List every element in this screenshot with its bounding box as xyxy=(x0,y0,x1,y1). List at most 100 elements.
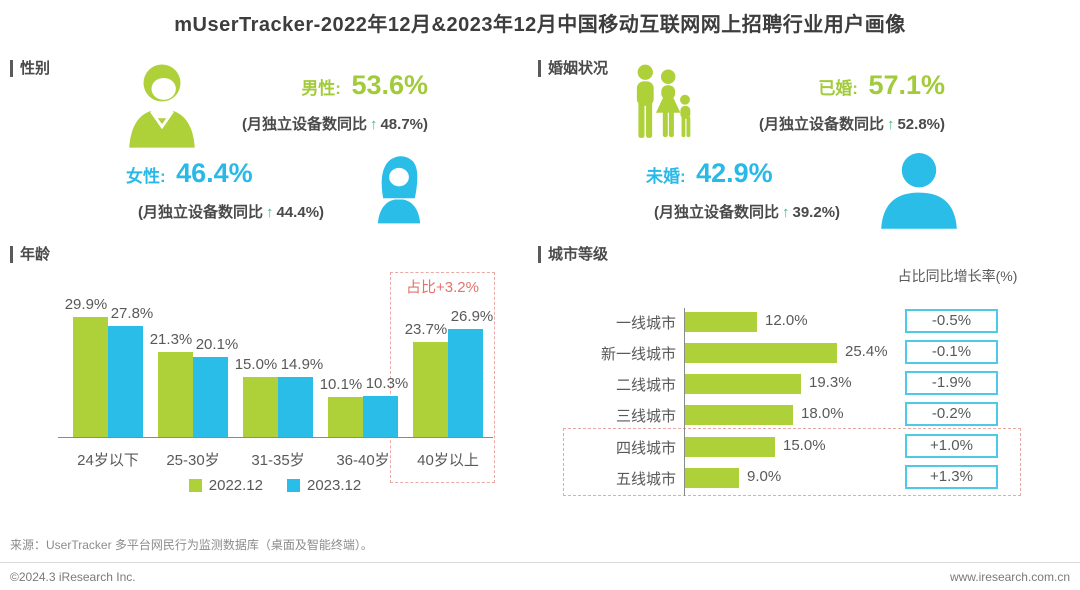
city-bar-value: 12.0% xyxy=(765,312,808,329)
section-heading-age-label: 年龄 xyxy=(20,246,51,263)
unmarried-stat-line: 未婚: 42.9% xyxy=(646,158,916,193)
legend-item: 2023.12 xyxy=(287,477,361,494)
city-growth-header: 占比同比增长率(%) xyxy=(897,268,1018,284)
city-bar-value: 15.0% xyxy=(783,437,826,454)
female-stat: 女性: 46.4% (月独立设备数同比 ↑ 44.4%) xyxy=(126,158,396,222)
age-category-label: 24岁以下 xyxy=(77,452,139,469)
unmarried-growth: 39.2%) xyxy=(792,204,841,221)
age-bar-2022 xyxy=(158,352,193,437)
legend-swatch xyxy=(188,479,202,492)
age-legend: 2022.12 2023.12 xyxy=(60,477,490,494)
female-icon xyxy=(377,156,421,224)
age-bar-2022 xyxy=(73,317,108,437)
footer-divider xyxy=(0,562,1080,563)
city-bar-value: 18.0% xyxy=(801,405,844,422)
age-category-label: 36-40岁 xyxy=(336,452,390,469)
section-heading-marital-label: 婚姻状况 xyxy=(548,60,609,77)
unmarried-value: 42.9% xyxy=(696,158,773,188)
section-heading-gender: 性别 xyxy=(10,60,50,77)
unmarried-up-arrow-icon: ↑ xyxy=(782,204,790,221)
age-annotation: 占比+3.2% xyxy=(406,279,479,296)
age-bar-2023 xyxy=(363,396,398,437)
age-category-label: 25-30岁 xyxy=(166,452,220,469)
male-growth: 48.7%) xyxy=(380,116,428,133)
age-category-label: 40岁以上 xyxy=(417,452,479,469)
legend-item: 2022.12 xyxy=(188,477,263,494)
married-growth: 52.8%) xyxy=(897,116,945,133)
age-bar-value-2022: 21.3% xyxy=(149,331,193,348)
section-heading-gender-label: 性别 xyxy=(20,60,51,77)
city-growth-box: -0.2% xyxy=(905,402,998,426)
legend-swatch xyxy=(287,479,300,492)
female-label: 女性: xyxy=(126,167,166,186)
city-bar xyxy=(685,437,775,457)
female-growth: 44.4%) xyxy=(276,204,325,221)
male-label: 男性: xyxy=(301,79,341,98)
married-stat: 已婚: 57.1% (月独立设备数同比 ↑ 52.8%) xyxy=(665,70,945,134)
age-bar-value-2023: 14.9% xyxy=(280,356,324,373)
city-growth-box: +1.0% xyxy=(905,434,998,458)
section-heading-city: 城市等级 xyxy=(538,246,608,263)
age-bar-value-2023: 20.1% xyxy=(195,336,239,353)
female-up-arrow-icon: ↑ xyxy=(266,204,274,221)
website-link[interactable]: www.iresearch.com.cn xyxy=(949,570,1070,584)
married-value: 57.1% xyxy=(868,70,945,100)
age-bar-value-2023: 26.9% xyxy=(450,308,494,325)
section-heading-city-label: 城市等级 xyxy=(548,246,609,263)
age-bar-2023 xyxy=(108,326,143,437)
city-bar-value: 25.4% xyxy=(845,343,888,360)
age-bar-value-2022: 15.0% xyxy=(234,356,278,373)
female-note: (月独立设备数同比 ↑ 44.4%) xyxy=(126,201,396,222)
legend-label: 2023.12 xyxy=(307,477,362,494)
unmarried-stat: 未婚: 42.9% (月独立设备数同比 ↑ 39.2%) xyxy=(646,158,916,222)
married-up-arrow-icon: ↑ xyxy=(886,116,895,133)
city-category-label: 一线城市 xyxy=(615,315,676,332)
male-up-arrow-icon: ↑ xyxy=(369,116,378,133)
person-icon xyxy=(881,153,957,229)
unmarried-note-text: (月独立设备数同比 xyxy=(654,204,779,221)
female-note-text: (月独立设备数同比 xyxy=(138,204,263,221)
city-growth-box: +1.3% xyxy=(905,465,998,489)
female-value: 46.4% xyxy=(176,158,253,188)
city-bar-value: 19.3% xyxy=(809,374,852,391)
page-title: mUserTracker-2022年12月&2023年12月中国移动互联网网上招… xyxy=(174,14,906,36)
city-category-label: 二线城市 xyxy=(615,377,676,394)
age-bar-2022 xyxy=(328,397,363,437)
city-bar-value: 9.0% xyxy=(747,468,782,485)
source-note: 来源：UserTracker 多平台网民行为监测数据库（桌面及智能终端）。 xyxy=(10,538,373,552)
male-stat: 男性: 53.6% (月独立设备数同比 ↑ 48.7%) xyxy=(150,70,428,134)
city-highlight-box xyxy=(563,428,1021,496)
age-bar-value-2023: 10.3% xyxy=(365,375,409,392)
city-bar xyxy=(685,468,739,488)
city-growth-box: -0.1% xyxy=(905,340,998,364)
age-x-axis xyxy=(58,437,493,438)
married-note-text: (月独立设备数同比 xyxy=(758,116,884,133)
age-category-label: 31-35岁 xyxy=(251,452,305,469)
city-category-label: 五线城市 xyxy=(615,471,676,488)
male-value: 53.6% xyxy=(351,70,428,100)
city-category-label: 三线城市 xyxy=(615,408,676,425)
unmarried-label: 未婚: xyxy=(646,167,686,186)
city-bar xyxy=(685,312,757,332)
male-icon xyxy=(129,64,195,148)
section-heading-marital: 婚姻状况 xyxy=(538,60,608,77)
age-bar-2023 xyxy=(278,377,313,437)
copyright-text: ©2024.3 iResearch Inc. xyxy=(10,570,136,584)
city-growth-box: -0.5% xyxy=(905,309,998,333)
age-bar-value-2022: 29.9% xyxy=(64,296,108,313)
age-bar-2023 xyxy=(448,329,483,437)
age-bar-value-2023: 27.8% xyxy=(110,305,154,322)
city-bar xyxy=(685,343,837,363)
section-heading-age: 年龄 xyxy=(10,246,50,263)
family-icon xyxy=(636,64,691,138)
city-category-label: 新一线城市 xyxy=(600,346,676,363)
male-note: (月独立设备数同比 ↑ 48.7%) xyxy=(150,113,428,134)
married-note: (月独立设备数同比 ↑ 52.8%) xyxy=(665,113,945,134)
age-bar-value-2022: 23.7% xyxy=(404,321,448,338)
city-bar xyxy=(685,405,793,425)
age-bar-2023 xyxy=(193,357,228,437)
city-chart: 占比同比增长率(%) 一线城市 12.0% -0.5% 新一线城市 25.4% -0.1%… xyxy=(540,248,1080,513)
age-chart: 占比+3.2% 2022.12 2023.12 29.9% 27.8% 24岁以下 21… xyxy=(0,248,535,513)
city-growth-box: -1.9% xyxy=(905,371,998,395)
